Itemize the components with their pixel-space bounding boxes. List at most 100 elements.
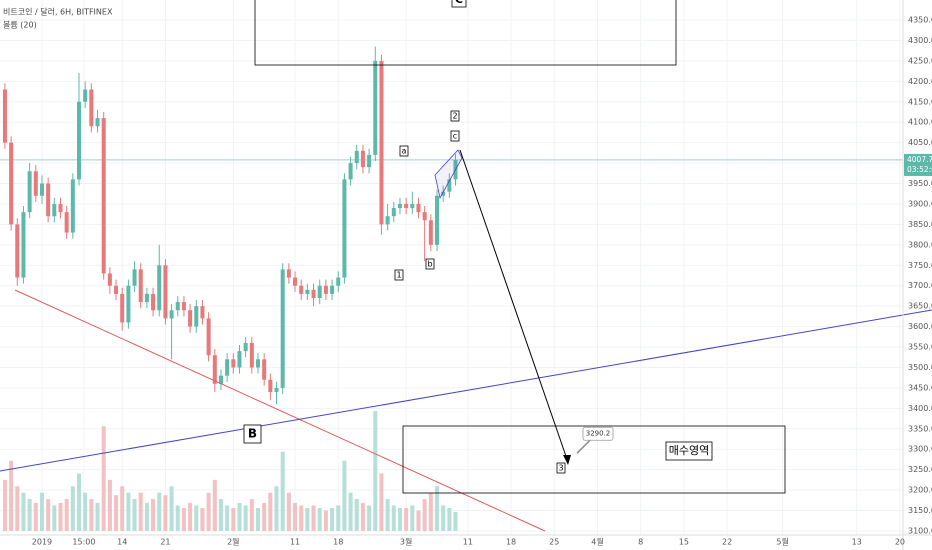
candle-body xyxy=(64,212,69,233)
volume-bar xyxy=(274,486,279,531)
x-tick-label: 20 xyxy=(895,538,905,547)
volume-bar xyxy=(101,426,106,531)
candle-body xyxy=(181,302,186,311)
candle-body xyxy=(126,285,131,323)
y-tick-label: 3850.0 xyxy=(908,220,932,229)
candle-body xyxy=(404,203,409,209)
candle-body xyxy=(39,183,44,196)
volume-bar xyxy=(422,499,427,531)
volume-bar xyxy=(218,499,223,531)
candle-body xyxy=(336,277,341,286)
candle-body xyxy=(249,342,254,368)
candle-body xyxy=(305,289,310,294)
x-tick-label: 25 xyxy=(549,538,559,547)
x-tick-label: 3월 xyxy=(400,537,412,547)
candle-body xyxy=(379,60,384,225)
candle-body xyxy=(391,208,396,217)
volume-bar xyxy=(70,486,75,531)
volume-bar xyxy=(249,499,254,531)
volume-bar xyxy=(391,505,396,531)
y-tick-label: 3150.0 xyxy=(908,506,932,515)
candle-body xyxy=(89,89,94,127)
wave-label: 2 xyxy=(452,112,457,121)
candle-body xyxy=(422,212,427,221)
volume-bar xyxy=(194,505,199,531)
candle-body xyxy=(397,203,402,209)
candle-body xyxy=(95,118,100,127)
x-tick-label: 18 xyxy=(333,538,343,547)
candle-body xyxy=(434,195,440,245)
volume-bar xyxy=(132,499,137,531)
volume-bar xyxy=(39,492,44,531)
candle-body xyxy=(237,351,242,368)
x-tick-label: 2019 xyxy=(32,538,52,547)
x-tick-label: 4월 xyxy=(591,537,603,547)
candle-body xyxy=(274,387,279,393)
candle-body xyxy=(114,285,119,294)
buy-zone-label: 매수영역 xyxy=(669,444,709,457)
candle-body xyxy=(175,302,180,311)
last-price-tag xyxy=(904,153,932,176)
volume-bar xyxy=(323,510,328,531)
label-box xyxy=(243,424,262,444)
volume-bar xyxy=(157,492,162,531)
candle-body xyxy=(367,154,372,168)
volume-bar xyxy=(404,508,409,531)
y-tick-label: 3250.0 xyxy=(908,465,932,474)
volume-bar xyxy=(360,502,365,531)
candle-body xyxy=(268,379,273,393)
x-tick-label: 11 xyxy=(290,538,300,547)
wave-label: b xyxy=(427,260,432,269)
last-price-label: 4007.7 xyxy=(907,155,932,164)
y-tick-label: 4350.0 xyxy=(908,16,932,25)
y-tick-label: 3900.0 xyxy=(908,199,932,208)
candle-body xyxy=(317,285,322,298)
y-tick-label: 4250.0 xyxy=(908,56,932,65)
candle-body xyxy=(101,118,106,274)
candle-body xyxy=(225,359,230,376)
y-tick-label: 3750.0 xyxy=(908,261,932,270)
target-label: 3290.2 xyxy=(586,430,611,438)
volume-bar xyxy=(299,505,304,531)
candle-body xyxy=(311,289,316,298)
volume-bar xyxy=(305,508,310,531)
volume-bar xyxy=(27,499,32,531)
target-box xyxy=(582,426,614,441)
arrow xyxy=(459,149,569,463)
candle-body xyxy=(360,150,365,168)
zone-box xyxy=(254,0,677,66)
volume-bar xyxy=(169,486,174,531)
volume-bar xyxy=(126,492,131,531)
candle-body xyxy=(33,171,38,196)
candle-body xyxy=(293,277,298,286)
candle-body xyxy=(255,359,261,368)
y-tick-label: 4300.0 xyxy=(908,36,932,45)
y-tick-label: 3500.0 xyxy=(908,363,932,372)
candle-body xyxy=(385,216,390,225)
y-tick-label: 3600.0 xyxy=(908,322,932,331)
x-tick-label: 8 xyxy=(638,538,643,547)
y-tick-label: 4200.0 xyxy=(908,77,932,86)
volume-bar xyxy=(268,492,273,531)
trend-line xyxy=(0,309,932,472)
volume-bar xyxy=(385,499,390,531)
volume-bar xyxy=(453,511,458,531)
volume-bar xyxy=(64,499,69,531)
volume-bar xyxy=(15,486,20,531)
candle-body xyxy=(194,306,199,327)
volume-bar xyxy=(379,473,384,531)
candle-body xyxy=(132,269,137,286)
volume-bar xyxy=(441,505,446,531)
candle-body xyxy=(441,191,446,196)
volume-bar xyxy=(416,510,421,531)
volume-bar xyxy=(181,508,186,531)
candle-body xyxy=(70,179,75,233)
volume-bar xyxy=(188,502,193,531)
background-layer xyxy=(0,0,903,535)
candle-body xyxy=(348,163,353,180)
volume-bar xyxy=(317,508,322,531)
volume-bar xyxy=(33,502,38,531)
x-tick-label: 18 xyxy=(506,538,516,547)
volume-bar xyxy=(280,451,285,531)
volume-bar xyxy=(144,502,149,531)
